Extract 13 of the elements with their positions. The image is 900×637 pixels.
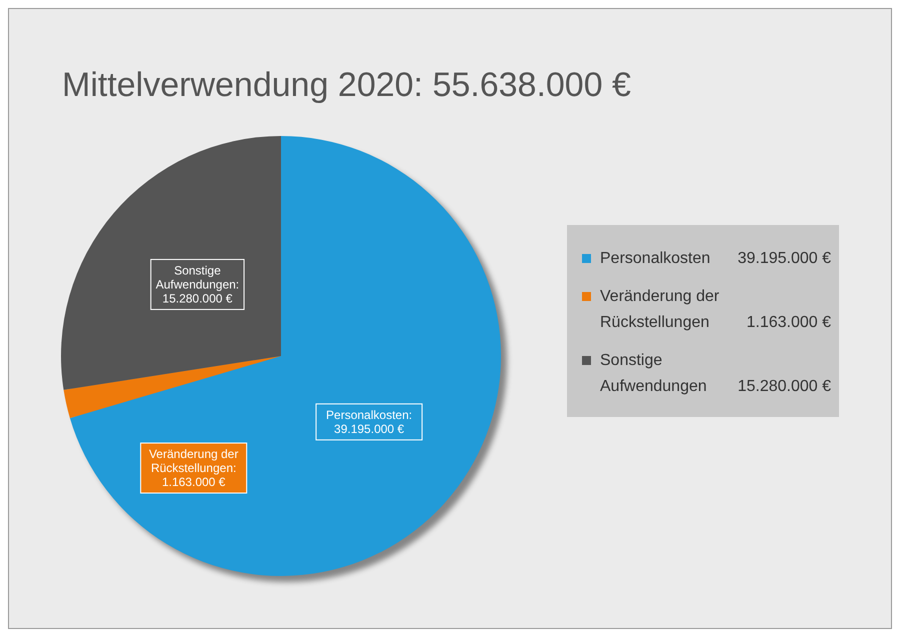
text: Personalkosten: 39.195.000 € bbox=[326, 408, 412, 436]
text: Veränderung der Rückstellungen: 1.163.000 € bbox=[148, 447, 238, 490]
data-label: 15.280.000 € bbox=[738, 378, 832, 395]
legend-label: Sonstige Aufwendungen bbox=[600, 352, 707, 395]
pie-slice bbox=[61, 136, 281, 390]
pie-slice bbox=[64, 356, 281, 418]
data-label: 39.195.000 € bbox=[738, 250, 832, 267]
text: Sonstige Aufwendungen: 15.280.000 € bbox=[156, 263, 240, 306]
data-label: 1.163.000 € bbox=[746, 314, 832, 331]
pie-slice bbox=[70, 136, 501, 576]
legend-label: Personalkosten bbox=[600, 250, 710, 267]
chart-title: Mittelverwendung 2020: 55.638.000 € bbox=[62, 66, 632, 104]
legend-label: Veränderung der Rückstellungen bbox=[600, 288, 720, 331]
